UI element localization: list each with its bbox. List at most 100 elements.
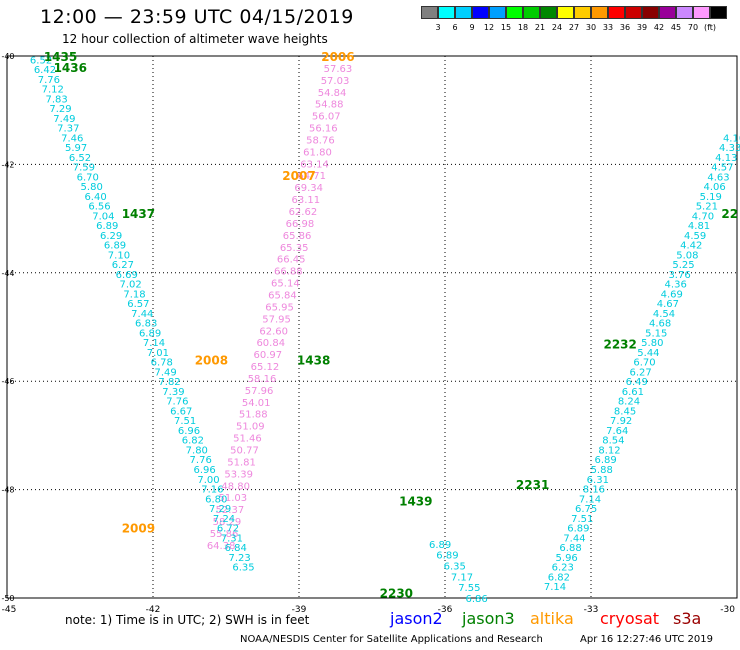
legend-label: 33 xyxy=(602,23,614,32)
swh-value-altika: 50.77 xyxy=(230,445,259,456)
pass-time-label: 2007 xyxy=(282,169,315,183)
swh-value-jason3: 5.15 xyxy=(645,328,667,339)
swh-value-jason3: 6.61 xyxy=(622,387,644,398)
mission-label-cryosat: cryosat xyxy=(600,609,660,628)
swh-value-jason3-tail: 6.89 xyxy=(429,540,451,551)
legend-label: 30 xyxy=(585,23,597,32)
legend-swatch xyxy=(506,6,523,19)
swh-value-jason2: 6.27 xyxy=(112,260,134,271)
swh-value-jason2: 6.57 xyxy=(127,299,149,310)
swh-value-jason2: 6.67 xyxy=(170,406,192,417)
swh-value-altika: 62.60 xyxy=(259,326,288,337)
swh-value-jason2: 7.31 xyxy=(221,533,243,544)
swh-value-jason3: 6.89 xyxy=(594,455,616,466)
swh-value-jason3: 5.21 xyxy=(696,202,718,213)
swh-value-jason2: 7.04 xyxy=(92,211,114,222)
swh-value-jason2: 6.96 xyxy=(178,426,200,437)
swh-value-jason3: 7.64 xyxy=(606,426,628,437)
swh-value-jason2: 7.18 xyxy=(123,289,145,300)
swh-value-jason3: 4.70 xyxy=(692,211,714,222)
swh-value-altika: 51.03 xyxy=(218,493,247,504)
swh-value-jason3: 6.88 xyxy=(559,543,581,554)
pass-time-label: 2230 xyxy=(380,587,413,601)
swh-value-altika: 52.37 xyxy=(216,505,245,516)
swh-value-altika: 56.07 xyxy=(312,112,341,123)
swh-value-altika: 64.38 xyxy=(207,541,236,552)
swh-value-jason2: 7.76 xyxy=(166,397,188,408)
swh-value-altika: 58.29 xyxy=(213,517,242,528)
swh-value-jason3: 4.06 xyxy=(703,182,725,193)
swh-value-altika: 51.09 xyxy=(236,422,265,433)
swh-value-altika: 63.11 xyxy=(291,195,320,206)
legend-label: 36 xyxy=(619,23,631,32)
swh-value-jason3: 3.76 xyxy=(668,270,690,281)
legend-swatch xyxy=(455,6,472,19)
pass-time-label: 1439 xyxy=(399,494,432,508)
swh-value-jason2: 6.83 xyxy=(135,319,157,330)
swh-value-jason3: 4.10 xyxy=(723,133,740,144)
swh-value-jason3: 4.42 xyxy=(680,241,702,252)
swh-value-jason3: 8.16 xyxy=(583,485,605,496)
legend-swatch xyxy=(676,6,693,19)
x-tick-label: -45 xyxy=(2,605,17,615)
x-tick-label: -39 xyxy=(292,605,307,615)
swh-value-jason2: 5.80 xyxy=(81,182,103,193)
swh-value-altika: 54.88 xyxy=(315,100,344,111)
swh-value-altika: 63.14 xyxy=(300,159,329,170)
swh-value-jason2: 7.12 xyxy=(42,85,64,96)
swh-value-jason3: 6.75 xyxy=(575,504,597,515)
footer-credit: NOAA/NESDIS Center for Satellite Applica… xyxy=(240,634,543,645)
swh-value-jason3: 4.63 xyxy=(707,172,729,183)
swh-value-altika: 57.03 xyxy=(321,76,350,87)
swh-value-jason3: 7.51 xyxy=(571,514,593,525)
swh-value-jason2: 7.76 xyxy=(38,75,60,86)
swh-value-altika: 65.12 xyxy=(251,362,280,373)
swh-value-jason2: 7.23 xyxy=(228,553,250,564)
swh-value-jason2: 6.84 xyxy=(225,543,247,554)
legend-label: 27 xyxy=(568,23,580,32)
swh-value-altika: 54.84 xyxy=(318,88,347,99)
legend-swatch xyxy=(472,6,489,19)
swh-value-altika: 53.39 xyxy=(224,469,253,480)
swh-value-altika: 51.88 xyxy=(239,410,268,421)
swh-value-jason2: 7.14 xyxy=(143,338,165,349)
pass-time-label: 2006 xyxy=(321,50,354,64)
swh-value-jason2: 6.72 xyxy=(217,524,239,535)
page-subtitle: 12 hour collection of altimeter wave hei… xyxy=(62,32,328,46)
legend-swatch xyxy=(625,6,642,19)
page-title: 12:00 — 23:59 UTC 04/15/2019 xyxy=(40,6,354,28)
swh-value-jason3: 8.24 xyxy=(618,397,640,408)
swh-value-jason3: 4.81 xyxy=(688,221,710,232)
swh-value-jason2: 6.52 xyxy=(30,55,52,66)
legend-label: 42 xyxy=(653,23,665,32)
swh-value-jason3: 7.14 xyxy=(579,494,601,505)
legend-swatch xyxy=(574,6,591,19)
legend-swatch xyxy=(523,6,540,19)
legend-swatch xyxy=(540,6,557,19)
swh-value-jason3: 6.31 xyxy=(587,475,609,486)
legend-label: 15 xyxy=(500,23,512,32)
swh-value-altika: 51.81 xyxy=(227,457,256,468)
swh-value-jason3: 7.92 xyxy=(610,416,632,427)
swh-value-altika: 55.86 xyxy=(210,529,239,540)
swh-value-altika: 57.95 xyxy=(262,314,291,325)
swh-value-jason2: 7.76 xyxy=(190,455,212,466)
legend-label: 9 xyxy=(469,23,475,32)
swh-value-jason3: 5.96 xyxy=(556,553,578,564)
swh-value-jason3: 4.33 xyxy=(719,143,740,154)
swh-value-jason2: 7.37 xyxy=(57,124,79,135)
swh-value-altika: 64.71 xyxy=(297,171,326,182)
swh-value-jason3: 5.80 xyxy=(641,338,663,349)
swh-value-altika: 61.80 xyxy=(303,147,332,158)
legend-swatch xyxy=(591,6,608,19)
legend-label: 12 xyxy=(483,23,495,32)
swh-value-jason3: 8.45 xyxy=(614,406,636,417)
legend-label: (ft) xyxy=(703,23,717,32)
pass-time-label: 1435 xyxy=(44,50,77,64)
swh-value-jason3: 4.54 xyxy=(653,309,675,320)
swh-value-jason3: 5.08 xyxy=(676,250,698,261)
swh-value-jason2: 6.40 xyxy=(84,192,106,203)
mission-label-jason2: jason2 xyxy=(390,609,443,628)
legend-swatch xyxy=(693,6,710,19)
